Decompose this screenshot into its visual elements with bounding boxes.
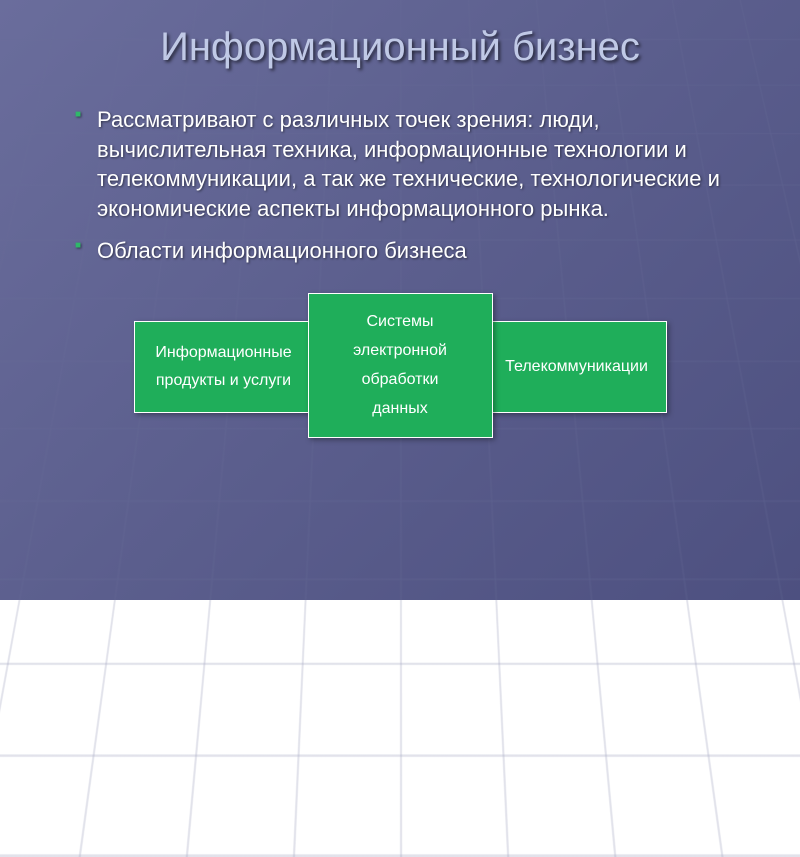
bullet-item: Рассматривают с различных точек зрения: … (75, 105, 745, 224)
slide-title: Информационный бизнес (55, 25, 745, 70)
box-left: Информационные продукты и услуги (134, 321, 314, 413)
box-right-label: Телекоммуникации (502, 353, 652, 382)
box-left-label: Информационные продукты и услуги (149, 339, 299, 397)
bullet-item: Области информационного бизнеса (75, 236, 745, 266)
bullet-list: Рассматривают с различных точек зрения: … (55, 105, 745, 265)
box-center-label: Системыэлектроннойобработкиданных (323, 308, 478, 423)
box-right: Телекоммуникации (487, 321, 667, 413)
slide-content: Информационный бизнес Рассматривают с ра… (0, 0, 800, 600)
box-center: Системыэлектроннойобработкиданных (308, 293, 493, 438)
boxes-row: Информационные продукты и услуги Системы… (55, 293, 745, 438)
